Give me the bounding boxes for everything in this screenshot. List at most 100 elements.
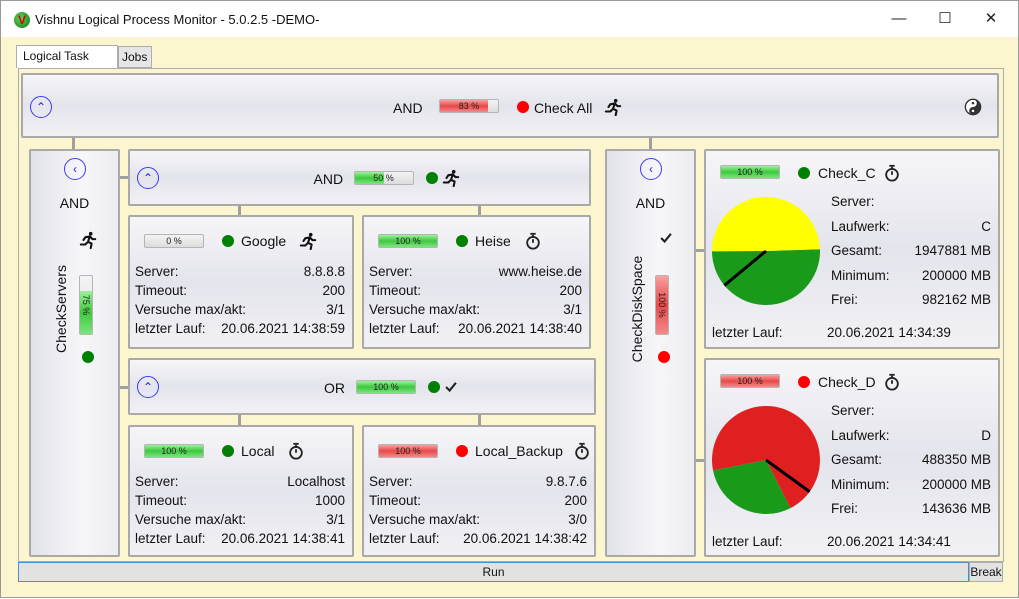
progress-bar: 0 % xyxy=(144,234,204,248)
stopwatch-icon xyxy=(524,232,542,250)
connector-line xyxy=(238,415,241,425)
check-servers-node: ‹ AND CheckServers 75 % xyxy=(29,149,120,557)
runner-icon xyxy=(299,232,317,251)
value-minimum: 200000 MB xyxy=(921,476,991,492)
value-versuche: 3/0 xyxy=(568,512,587,527)
progress-label: 100 % xyxy=(395,446,421,456)
value-server: 8.8.8.8 xyxy=(303,264,345,279)
label-frei: Frei: xyxy=(831,501,858,516)
label-timeout: Timeout: xyxy=(135,283,188,298)
operator-label: OR xyxy=(324,380,345,396)
status-dot xyxy=(222,235,234,247)
operator-label: AND xyxy=(635,195,666,211)
progress-bar: 100 % xyxy=(144,444,204,458)
progress-fill xyxy=(656,276,668,334)
value-letzter-lauf: 20.06.2021 14:38:41 xyxy=(221,531,345,546)
collapse-button[interactable]: ⌃ xyxy=(137,167,159,189)
progress-fill xyxy=(80,290,92,334)
maximize-button[interactable]: ☐ xyxy=(938,10,952,27)
value-letzter-lauf: 20.06.2021 14:34:41 xyxy=(827,534,951,549)
label-server: Server: xyxy=(135,264,179,279)
label-letzter-lauf: letzter Lauf: xyxy=(369,531,440,546)
progress-label: 50 % xyxy=(373,173,394,183)
label-versuche: Versuche max/akt: xyxy=(135,302,247,317)
root-node: ⌃ AND 83 % Check All xyxy=(21,73,999,138)
collapse-left-button[interactable]: ‹ xyxy=(64,158,86,180)
disk-name: Check_C xyxy=(818,165,876,181)
label-gesamt: Gesamt: xyxy=(831,243,883,258)
task-name: Google xyxy=(241,233,287,249)
progress-fill xyxy=(379,445,437,457)
title-bar: V Vishnu Logical Process Monitor - 5.0.2… xyxy=(1,1,1018,37)
value-minimum: 200000 MB xyxy=(921,267,991,283)
task-card-local_backup[interactable]: 100 % Local_Backup Server: 9.8.7.6 Timeout: 2… xyxy=(362,425,596,557)
label-versuche: Versuche max/akt: xyxy=(369,512,481,527)
check-icon xyxy=(444,380,462,398)
task-card-heise[interactable]: 100 % Heise Server: www.heise.de Timeout: 200… xyxy=(362,215,591,349)
stopwatch-icon xyxy=(883,373,901,391)
pie-slice-free xyxy=(712,249,820,306)
disk-card-check-d[interactable]: 100 % Check_D Server: Laufwerk: D Gesamt: 4883… xyxy=(704,358,1000,557)
collapse-button[interactable]: ⌃ xyxy=(30,96,52,118)
progress-label: 100 % xyxy=(395,236,421,246)
progress-bar: 100 % xyxy=(378,234,438,248)
collapse-left-button[interactable]: ‹ xyxy=(640,158,662,180)
window-title: Vishnu Logical Process Monitor - 5.0.2.5… xyxy=(35,12,320,27)
status-dot xyxy=(425,172,438,184)
stopwatch-icon xyxy=(287,442,305,460)
progress-fill xyxy=(379,235,437,247)
task-card-google[interactable]: 0 % Google Server: 8.8.8.8 Timeout: 200 Versuc… xyxy=(128,215,354,349)
label-versuche: Versuche max/akt: xyxy=(135,512,247,527)
runner-icon xyxy=(604,98,622,117)
value-versuche: 3/1 xyxy=(326,512,345,527)
value-gesamt: 1947881 MB xyxy=(914,243,991,258)
value-gesamt: 488350 MB xyxy=(921,452,991,467)
progress-label: 75 % xyxy=(81,294,91,316)
disk-name: Check_D xyxy=(818,374,876,390)
value-server: 9.8.7.6 xyxy=(545,474,587,489)
progress-bar: 100 % xyxy=(378,444,438,458)
value-timeout: 200 xyxy=(559,283,582,298)
and-group-node: ⌃ AND 50 % xyxy=(128,149,591,206)
progress-fill xyxy=(357,381,415,393)
label-letzter-lauf: letzter Lauf: xyxy=(369,321,440,336)
label-minimum: Minimum: xyxy=(831,476,890,492)
progress-bar: 75 % xyxy=(79,275,93,335)
value-versuche: 3/1 xyxy=(563,302,582,317)
label-minimum: Minimum: xyxy=(831,267,890,283)
task-name: Heise xyxy=(475,233,511,249)
status-dot xyxy=(798,376,810,388)
pie-slice-free xyxy=(713,460,791,514)
value-frei: 982162 MB xyxy=(921,292,991,307)
label-server: Server: xyxy=(831,194,875,209)
status-dot xyxy=(456,445,468,457)
value-laufwerk: C xyxy=(981,218,991,234)
status-dot xyxy=(428,381,440,393)
minimize-button[interactable]: — xyxy=(891,10,907,27)
progress-bar: 100 % xyxy=(356,380,416,394)
connector-line xyxy=(119,386,128,389)
progress-label: 100 % xyxy=(737,167,763,177)
task-name: Local xyxy=(241,443,275,459)
status-dot xyxy=(658,351,670,363)
progress-fill xyxy=(145,445,203,457)
connector-line xyxy=(695,249,704,252)
status-dot xyxy=(456,235,468,247)
value-server: www.heise.de xyxy=(498,264,582,279)
value-letzter-lauf: 20.06.2021 14:38:42 xyxy=(463,531,587,546)
disk-card-check-c[interactable]: 100 % Check_C Server: Laufwerk: C Gesamt: 1947… xyxy=(704,149,1000,349)
label-letzter-lauf: letzter Lauf: xyxy=(135,531,206,546)
label-letzter-lauf: letzter Lauf: xyxy=(135,321,206,336)
node-name: CheckServers xyxy=(53,265,69,353)
label-timeout: Timeout: xyxy=(135,493,188,508)
close-button[interactable]: ✕ xyxy=(984,10,998,27)
value-timeout: 200 xyxy=(564,493,587,508)
node-name: CheckDiskSpace xyxy=(629,255,645,363)
progress-bar: 50 % xyxy=(353,171,414,185)
progress-label: 100 % xyxy=(657,292,667,318)
tab-jobs[interactable]: Jobs xyxy=(118,46,152,68)
run-button[interactable]: Run xyxy=(18,562,969,582)
task-card-local[interactable]: 100 % Local Server: Localhost Timeout: 1000 Ve… xyxy=(128,425,354,557)
collapse-button[interactable]: ⌃ xyxy=(137,376,159,398)
break-button[interactable]: Break xyxy=(969,562,1003,582)
